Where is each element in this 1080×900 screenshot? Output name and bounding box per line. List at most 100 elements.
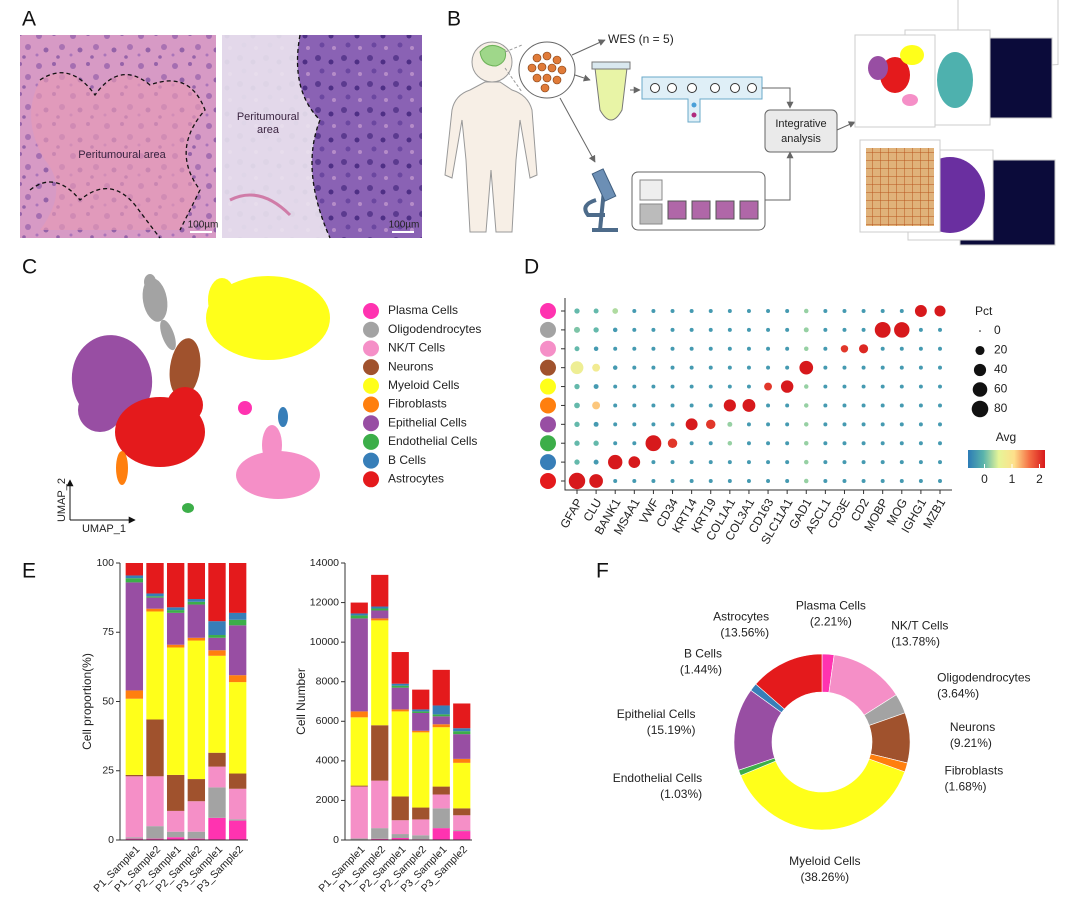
legend-label: Neurons [388, 359, 433, 373]
bar-segment [146, 838, 164, 840]
tumour-border [29, 181, 161, 239]
bar-segment [166, 831, 185, 838]
legend-swatch [363, 340, 379, 357]
dot [746, 441, 751, 446]
dot [613, 384, 618, 389]
dot [785, 422, 790, 427]
arrow [762, 87, 794, 109]
dot [880, 346, 885, 351]
dot [880, 479, 885, 483]
bar-segment [228, 682, 247, 774]
umap-cluster [206, 276, 330, 360]
dot [918, 460, 923, 465]
row-marker [540, 303, 556, 319]
bar-segment [228, 612, 247, 620]
dot [670, 327, 675, 332]
dot [804, 346, 809, 352]
bar-segment [432, 808, 450, 829]
bar-segment [371, 610, 389, 619]
donut-label: Astrocytes [713, 610, 769, 624]
dot [670, 309, 675, 313]
bar-segment [146, 596, 164, 598]
legend-swatch [363, 377, 379, 394]
dot [593, 440, 599, 446]
size-legend-title: Pct [975, 304, 993, 318]
bar-segment [432, 724, 450, 728]
bar-segment [228, 619, 247, 626]
donut-value-label: (3.64%) [937, 686, 979, 700]
dot [899, 479, 904, 483]
bar-segment [125, 776, 144, 838]
bar-segment [371, 725, 389, 781]
dot [880, 309, 885, 313]
dot [667, 438, 678, 448]
dot [804, 384, 809, 389]
dot [628, 456, 641, 468]
dot [859, 344, 869, 354]
dot [918, 365, 923, 370]
dot [934, 305, 946, 317]
dot [766, 460, 771, 465]
dot [880, 384, 885, 389]
bar-segment [453, 762, 471, 809]
dot [918, 441, 923, 446]
colorbar-tick-label: 1 [1009, 472, 1016, 486]
dot [708, 384, 713, 389]
bar-segment [166, 644, 185, 648]
dot [804, 403, 809, 408]
size-legend-label: 60 [994, 382, 1008, 396]
row-marker [540, 397, 556, 414]
bar-segment [166, 563, 185, 608]
y-tick-label: 25 [102, 765, 114, 777]
dot [708, 441, 713, 446]
bar-segment [146, 611, 164, 720]
dot [823, 309, 828, 313]
bar-segment [432, 794, 450, 809]
bar-segment [350, 615, 368, 619]
bar-segment [208, 635, 226, 638]
donut-value-label: (15.19%) [647, 723, 696, 737]
tumour-border [39, 72, 206, 231]
bar-segment [146, 608, 164, 612]
bar-segment [412, 712, 430, 731]
image-annotation: Peritumoural area [78, 149, 166, 161]
umap-cluster [208, 278, 236, 322]
umap-cluster [169, 338, 201, 398]
dot [670, 384, 675, 389]
y-axis-label: Cell Number [294, 668, 308, 735]
dot [689, 441, 694, 446]
dot [918, 479, 923, 483]
dot [727, 365, 732, 370]
dot [918, 422, 923, 427]
dot [574, 421, 580, 428]
bar-segment [453, 728, 471, 732]
dot [613, 479, 618, 483]
dot [632, 309, 637, 313]
bar-segment [187, 801, 206, 832]
dot [723, 399, 736, 412]
colorbar-title: Avg [996, 430, 1016, 444]
dot [645, 435, 662, 452]
bar-segment [125, 578, 144, 583]
dot [766, 327, 771, 332]
bar-segment [371, 608, 389, 611]
legend-label: Fibroblasts [388, 397, 447, 411]
size-legend-label: 40 [994, 362, 1008, 376]
dot [766, 441, 771, 446]
umap-x-label: UMAP_1 [82, 523, 126, 535]
umap-cluster [236, 451, 320, 499]
dot [938, 460, 942, 465]
panel-label: C [22, 256, 37, 279]
bar-segment [208, 650, 226, 656]
dot [842, 403, 847, 408]
colorbar-tick-label: 0 [981, 472, 988, 486]
bar-segment [208, 563, 226, 622]
colorbar [968, 450, 1045, 468]
bar-segment [350, 711, 368, 718]
dot [842, 327, 847, 332]
bar-segment [187, 831, 206, 839]
row-marker [540, 340, 556, 357]
dot [823, 441, 828, 446]
dot [612, 365, 618, 370]
